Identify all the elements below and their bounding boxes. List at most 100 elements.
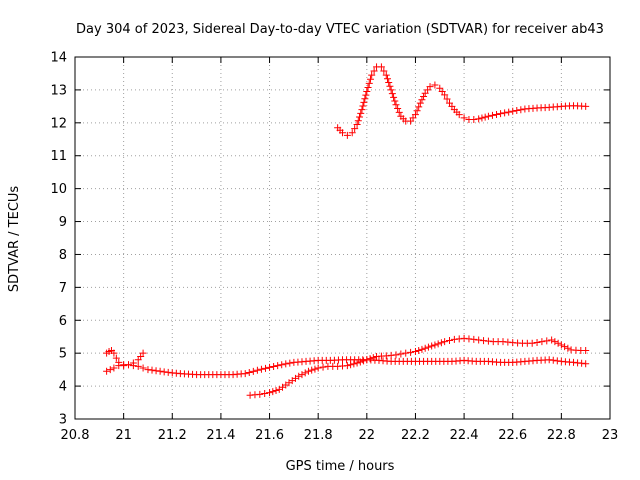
data-point bbox=[343, 131, 351, 139]
data-point bbox=[415, 103, 423, 111]
data-point bbox=[152, 367, 160, 375]
data-point bbox=[411, 348, 419, 356]
data-point bbox=[339, 129, 346, 137]
data-point bbox=[311, 365, 319, 373]
data-point bbox=[441, 338, 449, 346]
y-tick-label: 5 bbox=[59, 347, 67, 362]
data-point bbox=[484, 112, 492, 120]
data-point bbox=[366, 355, 374, 363]
data-point bbox=[561, 343, 569, 351]
data-point bbox=[363, 88, 371, 96]
x-axis-label: GPS time / hours bbox=[286, 459, 395, 474]
data-point bbox=[557, 341, 565, 349]
y-tick-label: 7 bbox=[59, 281, 67, 296]
data-point bbox=[493, 110, 501, 118]
data-point bbox=[357, 109, 365, 117]
data-point bbox=[110, 364, 118, 372]
data-point bbox=[488, 111, 496, 119]
data-point bbox=[382, 71, 390, 79]
data-point bbox=[470, 116, 478, 124]
x-tick-label: 21.6 bbox=[255, 428, 284, 443]
data-point bbox=[388, 90, 396, 98]
series-lower-track bbox=[246, 334, 590, 399]
data-point bbox=[270, 362, 278, 370]
data-point bbox=[421, 344, 429, 352]
data-point bbox=[125, 361, 132, 369]
data-point bbox=[319, 363, 327, 371]
data-point bbox=[256, 390, 264, 398]
data-point bbox=[426, 83, 434, 91]
data-point bbox=[390, 93, 398, 101]
data-point bbox=[266, 363, 274, 371]
data-point bbox=[301, 369, 309, 377]
data-point bbox=[475, 115, 483, 123]
data-point bbox=[478, 114, 486, 122]
data-point bbox=[392, 101, 400, 109]
data-point bbox=[481, 113, 489, 121]
x-tick-label: 21.2 bbox=[158, 428, 187, 443]
data-point bbox=[144, 366, 152, 374]
data-point bbox=[364, 83, 372, 91]
data-point bbox=[298, 371, 306, 379]
data-point bbox=[460, 114, 468, 122]
data-point bbox=[549, 356, 557, 364]
y-tick-label: 10 bbox=[50, 182, 67, 197]
y-tick-label: 11 bbox=[50, 149, 67, 164]
y-tick-label: 12 bbox=[50, 116, 67, 131]
data-point bbox=[361, 95, 369, 103]
data-point bbox=[387, 86, 395, 94]
data-point bbox=[517, 106, 525, 114]
data-point bbox=[115, 358, 123, 366]
data-point bbox=[564, 344, 572, 352]
data-point bbox=[314, 364, 322, 372]
x-tick-label: 21.8 bbox=[304, 428, 333, 443]
data-point bbox=[475, 336, 483, 344]
y-tick-label: 9 bbox=[59, 215, 67, 230]
data-point bbox=[278, 361, 286, 369]
data-point bbox=[543, 337, 551, 345]
data-point bbox=[418, 96, 426, 104]
data-point bbox=[582, 360, 590, 368]
data-point bbox=[156, 367, 164, 375]
x-tick-label: 22.6 bbox=[498, 428, 527, 443]
data-point bbox=[402, 349, 410, 357]
data-point bbox=[497, 110, 505, 118]
data-point bbox=[272, 386, 280, 394]
data-point bbox=[358, 106, 366, 114]
data-point bbox=[103, 367, 111, 375]
data-point bbox=[369, 354, 377, 362]
data-point bbox=[249, 367, 257, 375]
data-point bbox=[418, 345, 426, 353]
data-point bbox=[420, 92, 428, 100]
data-point bbox=[370, 67, 378, 75]
x-tick-label: 21 bbox=[115, 428, 132, 443]
data-point bbox=[443, 95, 451, 103]
data-point bbox=[446, 337, 453, 345]
data-point bbox=[304, 367, 312, 375]
data-point bbox=[356, 113, 364, 121]
data-point bbox=[513, 107, 521, 115]
data-point bbox=[308, 366, 316, 374]
x-tick-label: 20.8 bbox=[61, 428, 90, 443]
data-point bbox=[365, 79, 373, 87]
data-point bbox=[356, 358, 364, 366]
data-points bbox=[103, 63, 590, 399]
x-tick-label: 21.4 bbox=[206, 428, 235, 443]
data-point bbox=[413, 107, 421, 115]
data-point bbox=[106, 366, 114, 374]
data-point bbox=[129, 359, 137, 367]
data-point bbox=[383, 75, 391, 83]
data-point bbox=[424, 343, 432, 351]
data-point bbox=[551, 338, 559, 346]
plot-frame bbox=[74, 56, 611, 420]
data-point bbox=[415, 346, 423, 354]
data-point bbox=[160, 368, 168, 376]
data-point bbox=[269, 388, 277, 396]
y-tick-label: 4 bbox=[59, 380, 67, 395]
data-point bbox=[274, 362, 282, 370]
data-point bbox=[545, 356, 553, 364]
data-point bbox=[509, 107, 517, 115]
data-point bbox=[548, 336, 556, 344]
